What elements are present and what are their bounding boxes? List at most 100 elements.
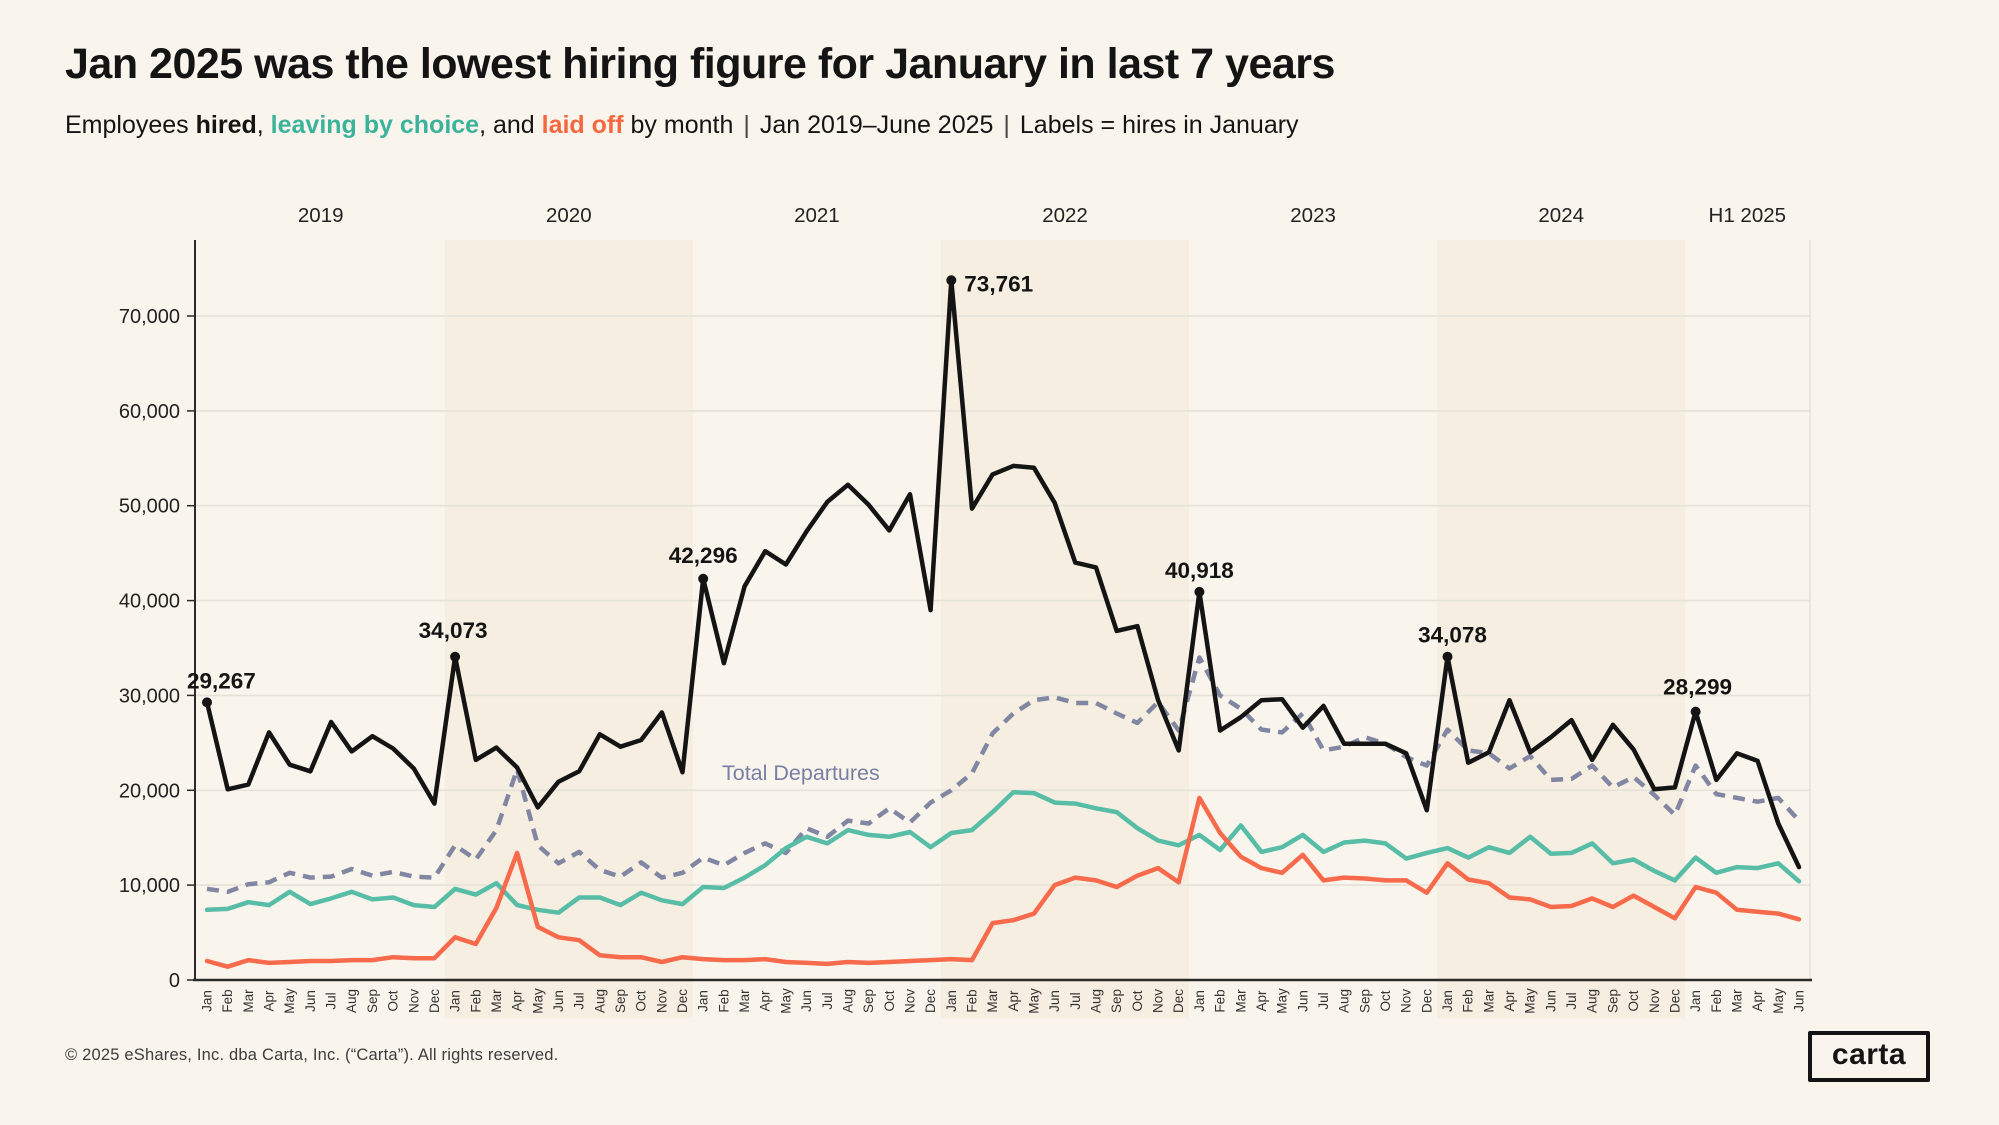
month-label: Jun [799,990,814,1012]
january-hires-value-label: 34,078 [1418,623,1487,648]
year-label: H1 2025 [1709,204,1787,227]
month-label: Nov [903,989,918,1013]
january-hires-value-label: 34,073 [419,618,488,643]
month-label: Sep [1109,989,1124,1013]
subtitle-segment-hired: hired [195,111,257,140]
month-label: Jul [1316,992,1331,1009]
hired-line [204,278,1802,870]
subtitle-segment-plain: Employees [65,111,196,140]
month-label: Dec [675,989,690,1013]
month-label: Feb [220,989,235,1012]
month-label: May [1523,988,1538,1014]
january-hires-marker [450,651,461,662]
month-label: Apr [510,990,525,1012]
month-label: Jul [324,992,339,1009]
month-label: Jan [1192,990,1207,1012]
y-tick-label: 60,000 [119,401,180,423]
month-label: Sep [861,989,876,1013]
month-label: Jul [1068,992,1083,1009]
month-label: Mar [1730,989,1745,1013]
january-hires-value-label: 42,296 [669,543,738,568]
month-label: Aug [1089,989,1104,1013]
month-label: Jan [1688,990,1703,1012]
month-label: Mar [1233,989,1248,1013]
month-label: Oct [1130,990,1145,1011]
month-label: Feb [468,989,483,1012]
subtitle-segment-plain: , [256,111,271,140]
month-label: Feb [965,989,980,1012]
y-tick-label: 40,000 [119,591,180,613]
month-label: Jun [303,990,318,1012]
month-label: Apr [262,990,277,1012]
month-label: Apr [1502,990,1517,1012]
month-label: Jun [1295,990,1310,1012]
month-label: May [1027,988,1042,1014]
month-label: Oct [386,990,401,1011]
january-hires-marker [1442,651,1453,662]
month-label: Feb [716,989,731,1012]
month-label: May [530,988,545,1014]
subtitle-segment-laidoff: laid off [541,111,624,140]
month-label: Mar [737,989,752,1013]
month-label: Mar [241,989,256,1013]
month-label: Sep [365,989,380,1013]
month-label: Dec [1667,989,1682,1013]
month-label: Aug [344,989,359,1013]
month-label: Jan [448,990,463,1012]
carta-logo: carta [1808,1031,1930,1082]
month-label: Oct [1626,990,1641,1011]
total-departures-label: Total Departures [722,761,880,785]
chart-header: Jan 2025 was the lowest hiring figure fo… [65,40,1935,140]
month-label: Jun [1543,990,1558,1012]
month-label: Jan [200,990,215,1012]
january-hires-marker [698,573,709,584]
month-label: Dec [1171,989,1186,1013]
month-label: Mar [985,989,1000,1013]
month-label: Sep [613,989,628,1013]
y-tick-label: 70,000 [119,306,180,328]
month-label: Jul [572,992,587,1009]
chart-subtitle: Employees hired, leaving by choice, and … [65,111,1935,140]
month-label: Oct [634,990,649,1011]
month-label: Jun [1047,990,1062,1012]
copyright-text: © 2025 eShares, Inc. dba Carta, Inc. (“C… [65,1046,559,1064]
year-label: 2019 [298,204,344,227]
y-tick-label: 50,000 [119,496,180,518]
subtitle-segment-plain: Labels = hires in January [1019,111,1299,140]
january-hires-marker [946,275,957,286]
january-hires-marker [1194,586,1205,597]
y-tick-label: 30,000 [119,685,180,707]
subtitle-segment-plain: , and [479,111,542,140]
month-label: Nov [1647,989,1662,1013]
month-label: Jun [1792,990,1807,1012]
month-label: Oct [1378,990,1393,1011]
month-label: Apr [758,990,773,1012]
month-label: Dec [1419,989,1434,1013]
month-label: Feb [1213,989,1228,1012]
month-label: Jul [1564,992,1579,1009]
january-hires-marker [202,697,212,708]
month-label: Nov [1399,989,1414,1013]
page-title: Jan 2025 was the lowest hiring figure fo… [65,40,1335,88]
month-label: Feb [1461,989,1476,1012]
month-label: Sep [1605,989,1620,1013]
january-hires-value-label: 40,918 [1165,558,1234,583]
month-label: Aug [592,989,607,1013]
year-band-2022 [941,240,1189,1018]
month-label: Mar [1481,989,1496,1013]
laid_off-line [204,795,1802,969]
month-label: Jan [1440,990,1455,1012]
month-label: Jul [820,992,835,1009]
y-tick-label: 10,000 [119,875,180,897]
month-label: Jun [551,990,566,1012]
year-label: 2023 [1290,204,1336,227]
month-label: Aug [840,989,855,1013]
year-band-2024 [1437,240,1686,1018]
month-label: May [1275,988,1290,1014]
y-tick-label: 0 [169,970,180,992]
month-label: Dec [923,989,938,1013]
month-label: Sep [1357,989,1372,1013]
month-label: Jan [944,990,959,1012]
